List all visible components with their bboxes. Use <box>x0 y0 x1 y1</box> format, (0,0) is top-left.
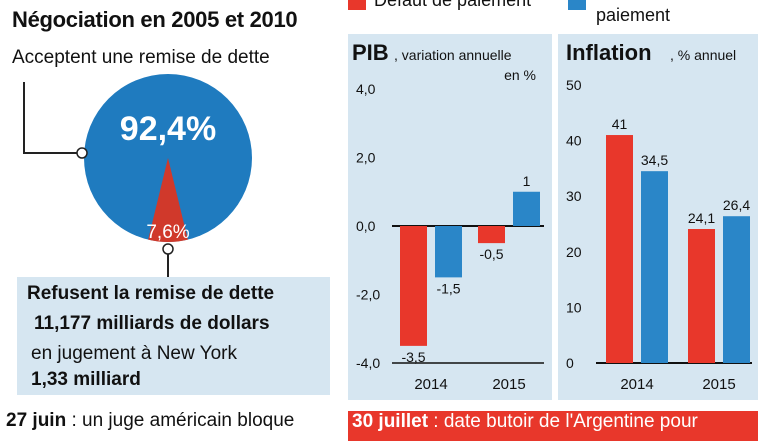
accept-label: Acceptent une remise de dette <box>12 47 270 68</box>
bar-value-label: -0,5 <box>479 246 503 262</box>
pib-subtitle-line1: , variation annuelle <box>394 47 512 63</box>
pib-subtitle-line2: en % <box>504 67 536 83</box>
legend-swatch-default <box>348 0 366 10</box>
y-tick-label: 2,0 <box>356 150 376 166</box>
bar-2015-default <box>478 226 505 244</box>
footer-right-text: : date butoir de l'Argentine pour <box>428 411 698 432</box>
pie-label-refuse: 7,6% <box>146 222 189 243</box>
pie-chart: 92,4% 7,6% <box>23 74 252 278</box>
legend-label-payment: paiement <box>596 5 671 25</box>
pib-chart: PIB , variation annuelle en % 4,0 2,0 0,0 -… <box>352 40 544 393</box>
bar-2015-payment <box>723 216 750 363</box>
y-tick-label: 40 <box>566 133 582 149</box>
accept-connector-line <box>23 82 82 154</box>
bar-value-label: -3,5 <box>401 349 425 365</box>
footer-left: 27 juin : un juge américain bloque <box>6 410 294 432</box>
footer-right: 30 juillet : date butoir de l'Argentine … <box>348 411 758 441</box>
x-tick-label: 2014 <box>620 376 653 393</box>
bar-value-label: 24,1 <box>688 210 715 226</box>
footer-left-date: 27 juin <box>6 410 67 431</box>
y-tick-label: 30 <box>566 188 582 204</box>
pib-title: PIB <box>352 40 389 65</box>
inflation-chart: Inflation , % annuel 50 40 30 20 10 0 41 34,5 20… <box>566 40 752 393</box>
refuse-judgement-amount: 1,33 milliard <box>31 369 141 390</box>
inflation-title: Inflation <box>566 40 652 65</box>
inflation-subtitle: , % annuel <box>670 47 736 63</box>
bar-value-label: 41 <box>612 116 628 132</box>
bar-2014-payment <box>641 171 668 363</box>
legend-item-default: Défaut de paiement <box>348 0 531 11</box>
bar-2014-default <box>400 226 427 346</box>
legend-swatch-payment <box>568 0 586 10</box>
y-tick-label: 4,0 <box>356 81 376 97</box>
refuse-box: Refusent la remise de dette 11,177 milli… <box>17 277 330 395</box>
bar-2015-payment <box>513 191 540 226</box>
refuse-judgement-label: en jugement à New York <box>31 343 237 364</box>
y-tick-label: -4,0 <box>356 355 380 371</box>
footer-right-date: 30 juillet <box>352 411 429 432</box>
bar-value-label: 26,4 <box>723 197 750 213</box>
y-tick-label: -2,0 <box>356 287 380 303</box>
bar-value-label: 34,5 <box>641 152 668 168</box>
y-tick-label: 0,0 <box>356 218 376 234</box>
footer-left-text: : un juge américain bloque <box>66 410 295 431</box>
accept-connector-dot <box>76 147 88 159</box>
y-tick-label: 20 <box>566 244 582 260</box>
bar-value-label: -1,5 <box>436 280 460 296</box>
pie-title: Négociation en 2005 et 2010 <box>12 7 298 32</box>
legend-label-default: Défaut de paiement <box>374 0 532 10</box>
refuse-amount: 11,177 milliards de dollars <box>34 313 270 334</box>
bar-2014-payment <box>435 226 462 278</box>
bar-2014-default <box>606 135 633 363</box>
pie-slice-refuse <box>148 158 188 242</box>
pie-label-accept: 92,4% <box>120 110 216 148</box>
x-tick-label: 2015 <box>702 376 735 393</box>
y-tick-label: 0 <box>566 355 574 371</box>
y-tick-label: 50 <box>566 77 582 93</box>
x-tick-label: 2014 <box>414 376 447 393</box>
bar-2015-default <box>688 229 715 363</box>
refuse-title: Refusent la remise de dette <box>27 283 275 304</box>
x-tick-label: 2015 <box>492 376 525 393</box>
refuse-connector-dot <box>162 243 174 255</box>
y-tick-label: 10 <box>566 299 582 315</box>
bar-value-label: 1 <box>523 173 531 189</box>
